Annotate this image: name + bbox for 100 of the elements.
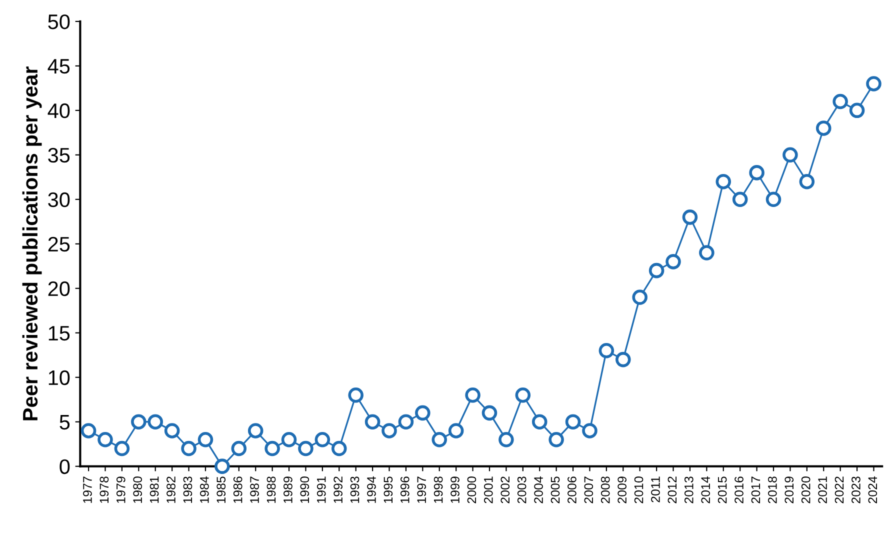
point [632, 290, 648, 305]
x-tick-label: 1977 [83, 476, 92, 503]
point [415, 405, 430, 421]
x-tick-label: 1982 [166, 476, 176, 503]
point [398, 414, 414, 430]
x-tick-label: 2007 [584, 476, 594, 504]
point [766, 192, 782, 208]
point [532, 414, 548, 430]
x-tick-label: 2015 [718, 476, 727, 504]
x-tick-label: 1979 [116, 476, 126, 503]
point [298, 440, 314, 456]
x-tick-label: 2019 [784, 476, 794, 504]
point [114, 440, 130, 456]
x-tick-label: 1992 [334, 476, 342, 503]
x-tick-label: 2014 [701, 476, 710, 504]
y-tick-label: 50 [48, 14, 70, 30]
x-tick-label: 1988 [266, 476, 276, 503]
x-tick-label: 2011 [651, 476, 660, 502]
point [181, 440, 196, 456]
point [716, 174, 732, 190]
x-tick-label: 1998 [434, 476, 443, 503]
x-tick-label: 1989 [284, 476, 292, 503]
y-tick-label: 25 [48, 236, 70, 252]
y-tick-label: 35 [48, 148, 70, 163]
point [699, 245, 714, 260]
y-tick-label: 5 [60, 415, 70, 430]
y-tick-label: 45 [48, 59, 70, 74]
point [314, 432, 330, 448]
x-tick-label: 2017 [751, 476, 760, 504]
x-tick-label: 1999 [450, 476, 460, 503]
x-tick-label: 2002 [500, 476, 510, 504]
point [498, 432, 514, 448]
point [214, 458, 230, 474]
x-tick-label: 2004 [534, 476, 543, 504]
point [348, 388, 364, 403]
x-tick-label: 2000 [467, 476, 476, 504]
y-tick-label: 15 [48, 326, 70, 341]
x-tick-label: 1993 [350, 476, 360, 503]
x-tick-label: 2021 [818, 476, 827, 504]
point [364, 414, 380, 430]
point [648, 262, 664, 278]
y-tick-label: 20 [48, 281, 70, 296]
x-tick-label: 1986 [233, 476, 242, 503]
point [465, 388, 480, 403]
point [264, 440, 280, 456]
x-tick-label: 1994 [367, 476, 376, 503]
point [432, 432, 448, 448]
point [148, 414, 164, 430]
x-tick-label: 2006 [568, 476, 576, 504]
x-tick-label: 2016 [734, 476, 744, 504]
point [231, 440, 247, 456]
x-tick-label: 2024 [868, 476, 878, 504]
x-tick-label: 2023 [852, 476, 860, 504]
x-tick-label: 1996 [400, 476, 410, 503]
point [782, 147, 798, 163]
x-tick-label: 2012 [668, 476, 677, 504]
point [799, 174, 815, 190]
x-tick-label: 2003 [517, 476, 526, 504]
y-tick-label: 0 [60, 459, 70, 474]
point [582, 423, 598, 438]
x-tick-label: 1995 [384, 476, 393, 503]
x-tick-label: 1997 [417, 476, 426, 503]
x-tick-label: 2013 [684, 476, 694, 504]
point [98, 432, 113, 448]
point [849, 102, 865, 118]
x-tick-label: 1980 [133, 476, 142, 503]
y-tick-label: 30 [48, 192, 70, 208]
point [131, 414, 146, 430]
x-tick-label: 2010 [634, 476, 644, 504]
point [448, 423, 464, 438]
point [482, 405, 498, 421]
point [382, 423, 397, 438]
x-tick-label: 1978 [100, 476, 109, 503]
point [749, 165, 764, 180]
x-tick-label: 2018 [768, 476, 777, 504]
y-tick-label: 10 [48, 370, 70, 386]
x-tick-label: 1991 [316, 476, 326, 503]
point [832, 94, 848, 110]
point [281, 432, 297, 448]
point [598, 343, 614, 358]
point [80, 423, 96, 438]
point [548, 432, 564, 448]
point [732, 192, 748, 208]
x-tick-label: 1983 [183, 476, 192, 503]
point [682, 210, 698, 225]
point [866, 76, 882, 92]
y-axis-title: Peer reviewed publications per year [22, 66, 42, 420]
point [248, 423, 264, 438]
x-tick-label: 1985 [216, 476, 226, 503]
x-tick-label: 2005 [550, 476, 560, 504]
point [164, 423, 180, 438]
x-tick-label: 1981 [150, 476, 159, 503]
point [565, 414, 581, 430]
x-tick-label: 2008 [600, 476, 610, 504]
point [616, 352, 631, 368]
point [198, 432, 214, 448]
point [331, 440, 347, 456]
point [666, 254, 681, 270]
x-tick-label: 2009 [618, 476, 626, 504]
x-tick-label: 2020 [801, 476, 810, 504]
